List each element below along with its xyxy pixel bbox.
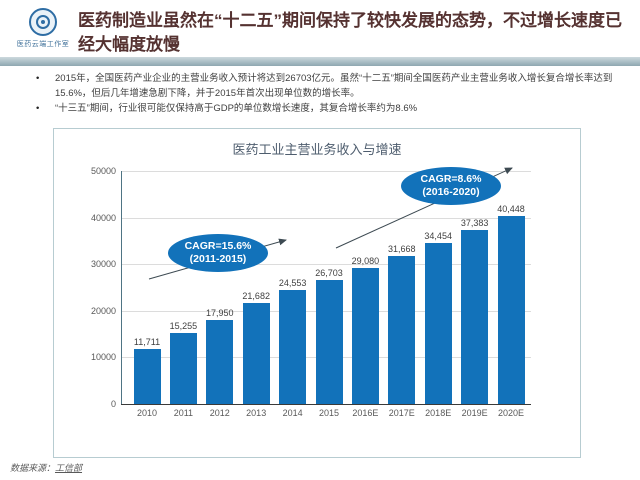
slide: 医药云端工作室 医药制造业虽然在“十二五”期间保持了较快发展的态势，不过增长速度… [0, 0, 640, 480]
bullet-item: 2015年，全国医药产业企业的主营业务收入预计将达到26703亿元。虽然“十二五… [33, 71, 619, 101]
cagr-period: (2016-2020) [401, 186, 501, 199]
cagr-value: CAGR=15.6% [168, 240, 268, 253]
growth-arrow-icon [54, 129, 582, 459]
cagr-badge-2016-2020: CAGR=8.6% (2016-2020) [401, 167, 501, 205]
cagr-value: CAGR=8.6% [401, 173, 501, 186]
logo-text: 医药云端工作室 [12, 39, 74, 49]
logo-emblem-icon [29, 8, 57, 36]
source-note: 数据来源：工信部 [10, 461, 82, 474]
chart-panel: 医药工业主营业务收入与增速 01000020000300004000050000… [53, 128, 581, 458]
bullet-item: “十三五”期间，行业很可能仅保持高于GDP的单位数增长速度，其复合增长率约为8.… [33, 101, 619, 116]
bullet-list: 2015年，全国医药产业企业的主营业务收入预计将达到26703亿元。虽然“十二五… [33, 71, 619, 117]
source-prefix: 数据来源： [10, 463, 55, 473]
cagr-period: (2011-2015) [168, 253, 268, 266]
source-name: 工信部 [55, 463, 82, 473]
cagr-badge-2011-2015: CAGR=15.6% (2011-2015) [168, 234, 268, 272]
logo: 医药云端工作室 [12, 8, 74, 49]
page-title: 医药制造业虽然在“十二五”期间保持了较快发展的态势，不过增长速度已经大幅度放慢 [78, 9, 634, 57]
header-divider [0, 57, 640, 66]
